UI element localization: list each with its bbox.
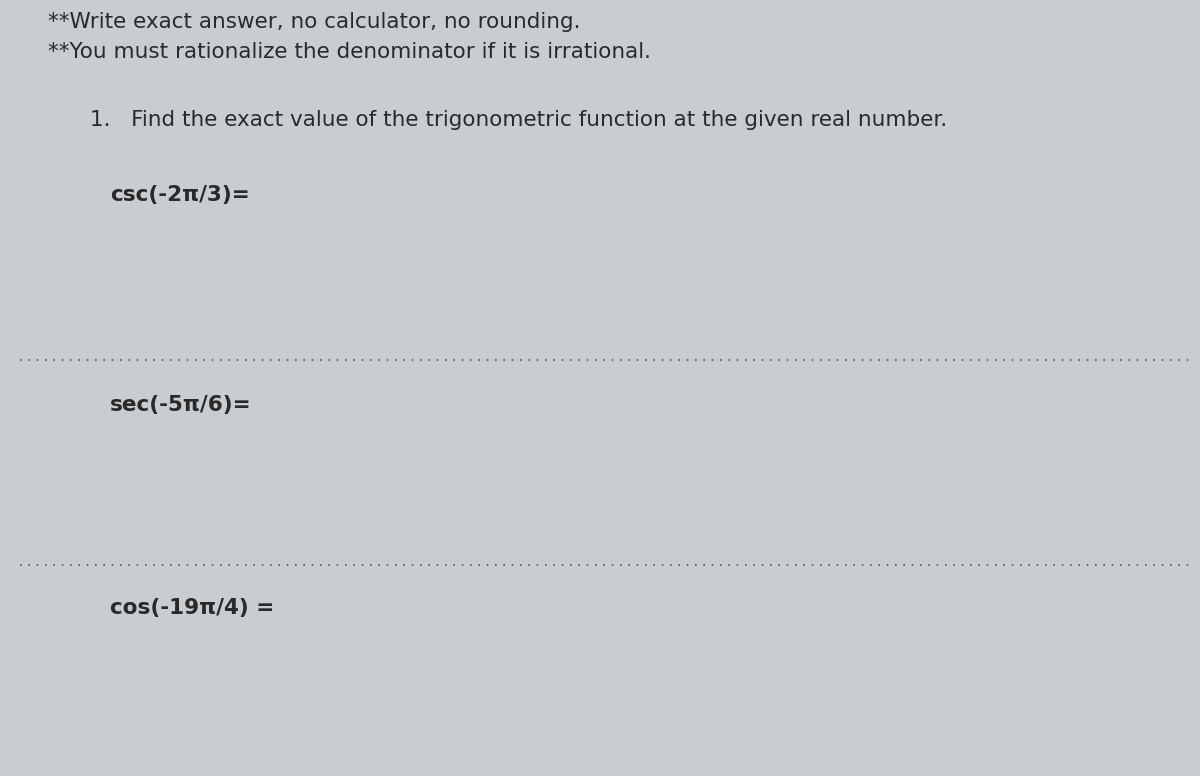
Text: csc(-2π/3)=: csc(-2π/3)=	[110, 185, 250, 205]
Text: **You must rationalize the denominator if it is irrational.: **You must rationalize the denominator i…	[48, 42, 650, 62]
Text: **Write exact answer, no calculator, no rounding.: **Write exact answer, no calculator, no …	[48, 12, 581, 32]
Text: 1.   Find the exact value of the trigonometric function at the given real number: 1. Find the exact value of the trigonome…	[90, 110, 947, 130]
Text: sec(-5π/6)=: sec(-5π/6)=	[110, 395, 252, 415]
Text: cos(-19π/4) =: cos(-19π/4) =	[110, 598, 275, 618]
